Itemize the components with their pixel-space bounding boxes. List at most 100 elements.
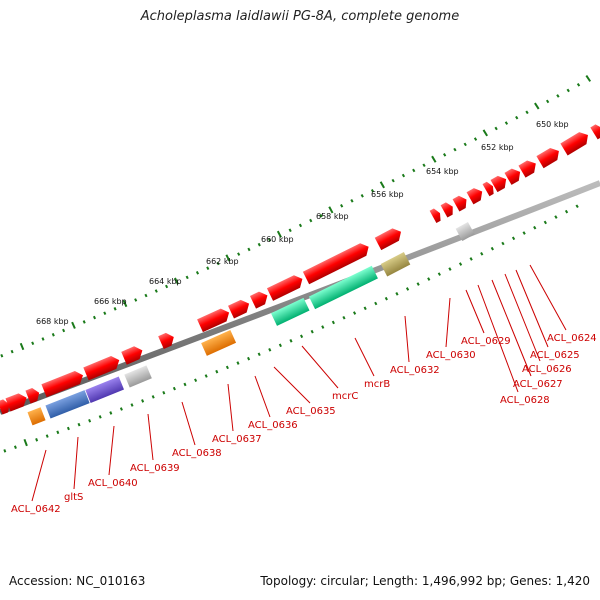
scale-tick xyxy=(119,407,123,411)
gene-arrow xyxy=(121,346,143,365)
scale-tick xyxy=(575,204,579,209)
gene-arrow xyxy=(197,308,230,333)
scale-label: 656 kbp xyxy=(371,190,404,199)
scale-tick xyxy=(31,341,35,346)
feature-block xyxy=(124,365,152,388)
leader-line xyxy=(227,383,234,432)
scale-tick xyxy=(515,115,519,120)
leader-line xyxy=(73,436,79,490)
scale-tick xyxy=(247,356,251,361)
scale-tick xyxy=(501,241,505,246)
scale-tick xyxy=(427,277,431,281)
gene-label: ACL_0627 xyxy=(513,379,563,390)
gene-arrow xyxy=(249,291,268,309)
scale-tick xyxy=(174,277,179,285)
scale-tick xyxy=(416,282,420,286)
topology-text: Topology: circular; Length: 1,496,992 bp… xyxy=(260,574,590,588)
scale-tick xyxy=(469,257,473,261)
leader-line xyxy=(529,264,567,331)
scale-tick xyxy=(194,378,198,382)
forward-strand-genes xyxy=(0,124,600,415)
scale-tick xyxy=(554,215,558,219)
scale-label: 654 kbp xyxy=(426,167,459,176)
scale-tick xyxy=(98,415,102,419)
scale-tick xyxy=(35,438,39,442)
scale-tick xyxy=(566,88,570,93)
scale-tick xyxy=(422,163,426,168)
gene-label: ACL_0642 xyxy=(11,504,61,515)
leader-line xyxy=(445,297,451,348)
scale-tick xyxy=(342,315,346,320)
scale-tick xyxy=(154,289,158,293)
scale-tick xyxy=(45,434,49,438)
scale-tick xyxy=(340,203,344,208)
scale-tick xyxy=(309,218,313,223)
scale-tick xyxy=(431,155,437,163)
scale-tick xyxy=(585,75,592,82)
scale-tick xyxy=(522,231,526,235)
scale-tick xyxy=(225,365,229,370)
scale-tick xyxy=(122,299,128,308)
scale-tick xyxy=(257,352,261,357)
scale-tick xyxy=(144,293,148,298)
scale-tick xyxy=(162,390,166,395)
gene-label: mcrC xyxy=(332,391,358,402)
scale-tick xyxy=(109,411,113,415)
feature-block xyxy=(455,222,475,242)
gene-arrow xyxy=(83,355,120,381)
gene-arrow xyxy=(25,387,40,404)
gene-arrow xyxy=(266,275,303,301)
gene-arrow xyxy=(228,299,250,319)
scale-label: 662 kbp xyxy=(206,257,239,266)
leader-line xyxy=(404,315,410,363)
leader-line xyxy=(354,337,375,377)
scale-tick xyxy=(141,399,145,403)
leader-line xyxy=(465,289,485,334)
gene-arrow xyxy=(429,208,441,224)
scale-tick xyxy=(321,325,325,329)
scale-tick xyxy=(288,228,292,233)
scale-tick xyxy=(384,296,388,301)
leader-line xyxy=(515,269,549,348)
feature-block xyxy=(270,297,310,326)
scale-tick xyxy=(267,238,272,242)
scale-tick xyxy=(525,110,529,115)
scale-tick xyxy=(41,337,45,341)
feature-block xyxy=(85,376,124,403)
scale-tick xyxy=(379,181,385,189)
scale-tick xyxy=(236,361,240,365)
scale-tick xyxy=(352,311,357,315)
scale-tick xyxy=(350,199,354,203)
scale-tick xyxy=(165,284,169,289)
gene-label: ACL_0635 xyxy=(286,406,336,417)
gene-arrow xyxy=(490,175,507,193)
scale-tick xyxy=(151,395,155,399)
scale-tick xyxy=(360,193,364,198)
scale-tick xyxy=(225,254,231,262)
scale-tick xyxy=(310,329,314,334)
gene-arrow xyxy=(482,181,494,197)
scale-tick xyxy=(556,94,560,98)
scale-tick xyxy=(564,209,569,214)
scale-label: 668 kbp xyxy=(36,317,69,326)
scale-tick xyxy=(195,270,200,275)
leader-line xyxy=(301,345,339,389)
scale-tick xyxy=(88,419,92,423)
gene-label: ACL_0626 xyxy=(522,364,572,375)
leader-line xyxy=(504,273,541,362)
gene-arrow xyxy=(41,370,83,398)
leader-line xyxy=(491,279,532,377)
gene-label: ACL_0637 xyxy=(212,434,262,445)
gene-arrow xyxy=(466,188,483,205)
scale-tick xyxy=(370,188,375,193)
scale-tick xyxy=(289,339,293,343)
gene-arrow xyxy=(518,160,536,178)
scale-tick xyxy=(363,306,367,311)
scale-tick xyxy=(458,262,463,266)
gene-label: ACL_0629 xyxy=(461,336,511,347)
scale-tick xyxy=(511,236,516,241)
scale-label: 660 kbp xyxy=(261,235,294,244)
scale-tick xyxy=(300,334,304,339)
gene-label: ACL_0624 xyxy=(547,333,597,344)
